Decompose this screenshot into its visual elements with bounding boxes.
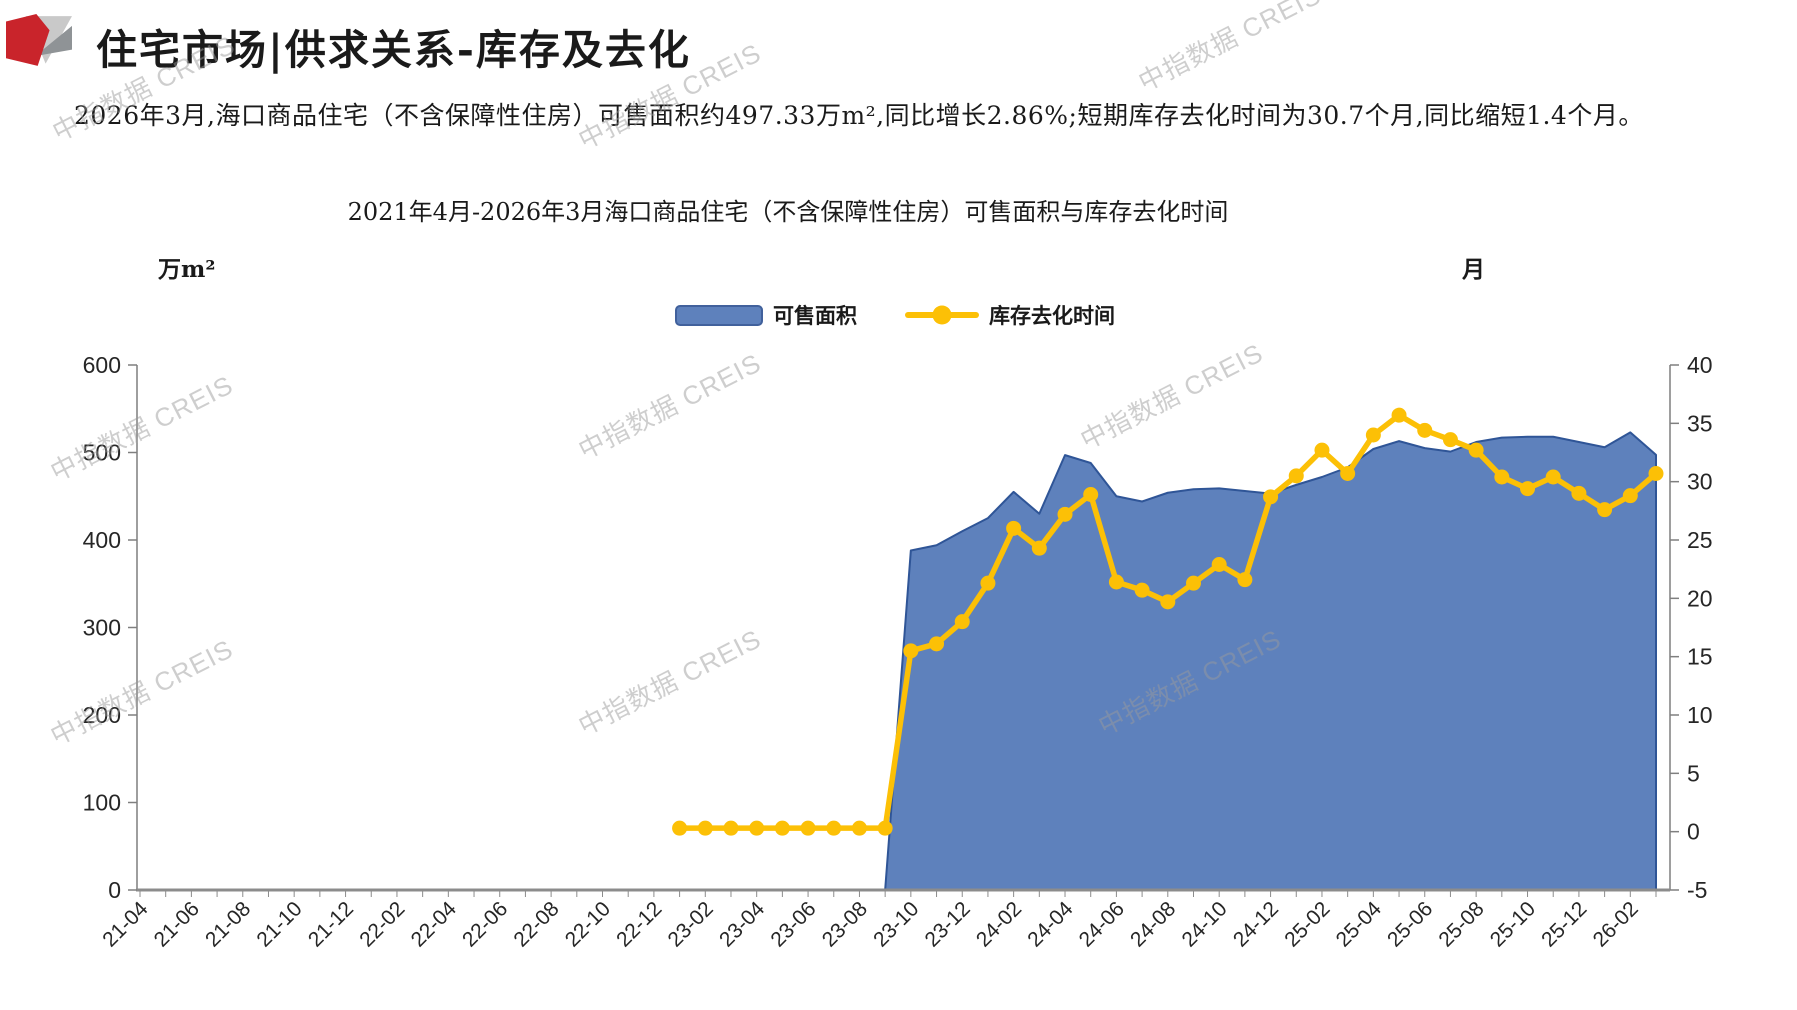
svg-text:0: 0 — [108, 877, 121, 903]
summary-text: 2026年3月,海口商品住宅（不含保障性住房）可售面积约497.33万m²,同比… — [74, 101, 1644, 130]
svg-text:600: 600 — [83, 352, 121, 378]
svg-text:23-08: 23-08 — [818, 897, 872, 951]
chart-legend: 可售面积 库存去化时间 — [675, 300, 1115, 330]
svg-text:21-06: 21-06 — [150, 897, 204, 951]
svg-text:-5: -5 — [1687, 877, 1707, 903]
svg-text:25: 25 — [1687, 527, 1713, 553]
svg-text:10: 10 — [1687, 702, 1713, 728]
chart-title: 2021年4月-2026年3月海口商品住宅（不含保障性住房）可售面积与库存去化时… — [347, 198, 1229, 226]
svg-text:200: 200 — [83, 702, 121, 728]
svg-text:25-04: 25-04 — [1332, 897, 1386, 951]
svg-text:40: 40 — [1687, 352, 1713, 378]
svg-text:22-04: 22-04 — [407, 897, 461, 951]
svg-text:30: 30 — [1687, 469, 1713, 495]
svg-text:25-12: 25-12 — [1537, 897, 1591, 951]
svg-text:24-12: 24-12 — [1229, 897, 1283, 951]
area-swatch-icon — [675, 304, 763, 326]
svg-text:25-08: 25-08 — [1434, 897, 1488, 951]
svg-text:25-02: 25-02 — [1280, 897, 1334, 951]
legend-label-area: 可售面积 — [773, 303, 857, 328]
svg-text:5: 5 — [1687, 760, 1700, 786]
svg-text:22-10: 22-10 — [561, 897, 615, 951]
svg-text:400: 400 — [83, 527, 121, 553]
svg-text:24-04: 24-04 — [1023, 897, 1077, 951]
svg-text:23-02: 23-02 — [664, 897, 718, 951]
svg-text:15: 15 — [1687, 644, 1713, 670]
svg-text:22-06: 22-06 — [458, 897, 512, 951]
svg-text:23-10: 23-10 — [869, 897, 923, 951]
svg-text:22-02: 22-02 — [355, 897, 409, 951]
svg-text:20: 20 — [1687, 585, 1713, 611]
svg-text:22-12: 22-12 — [612, 897, 666, 951]
svg-text:21-12: 21-12 — [304, 897, 358, 951]
svg-text:500: 500 — [83, 440, 121, 466]
svg-text:25-10: 25-10 — [1486, 897, 1540, 951]
svg-text:23-12: 23-12 — [921, 897, 975, 951]
line-swatch-icon — [905, 305, 979, 325]
left-axis-unit-label: 万m² — [158, 256, 216, 283]
svg-text:23-04: 23-04 — [715, 897, 769, 951]
page-title: 住宅市场|供求关系-库存及去化 — [96, 26, 691, 74]
svg-text:300: 300 — [83, 615, 121, 641]
svg-text:26-02: 26-02 — [1589, 897, 1643, 951]
svg-text:21-04: 21-04 — [98, 897, 152, 951]
svg-text:23-06: 23-06 — [766, 897, 820, 951]
svg-text:21-08: 21-08 — [201, 897, 255, 951]
right-axis-unit-label: 月 — [1462, 256, 1485, 283]
legend-item-line: 库存去化时间 — [905, 300, 1115, 330]
svg-text:100: 100 — [83, 790, 121, 816]
legend-label-line: 库存去化时间 — [989, 303, 1115, 328]
svg-text:24-06: 24-06 — [1075, 897, 1129, 951]
svg-text:24-10: 24-10 — [1177, 897, 1231, 951]
svg-text:24-08: 24-08 — [1126, 897, 1180, 951]
svg-text:22-08: 22-08 — [509, 897, 563, 951]
svg-text:0: 0 — [1687, 819, 1700, 845]
brand-logo-icon — [6, 14, 72, 68]
svg-text:21-10: 21-10 — [252, 897, 306, 951]
svg-text:24-02: 24-02 — [972, 897, 1026, 951]
svg-text:35: 35 — [1687, 410, 1713, 436]
legend-item-area: 可售面积 — [675, 300, 857, 330]
svg-text:25-06: 25-06 — [1383, 897, 1437, 951]
